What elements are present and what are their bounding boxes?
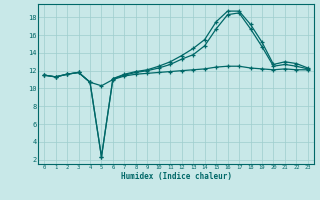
X-axis label: Humidex (Indice chaleur): Humidex (Indice chaleur)	[121, 172, 231, 181]
